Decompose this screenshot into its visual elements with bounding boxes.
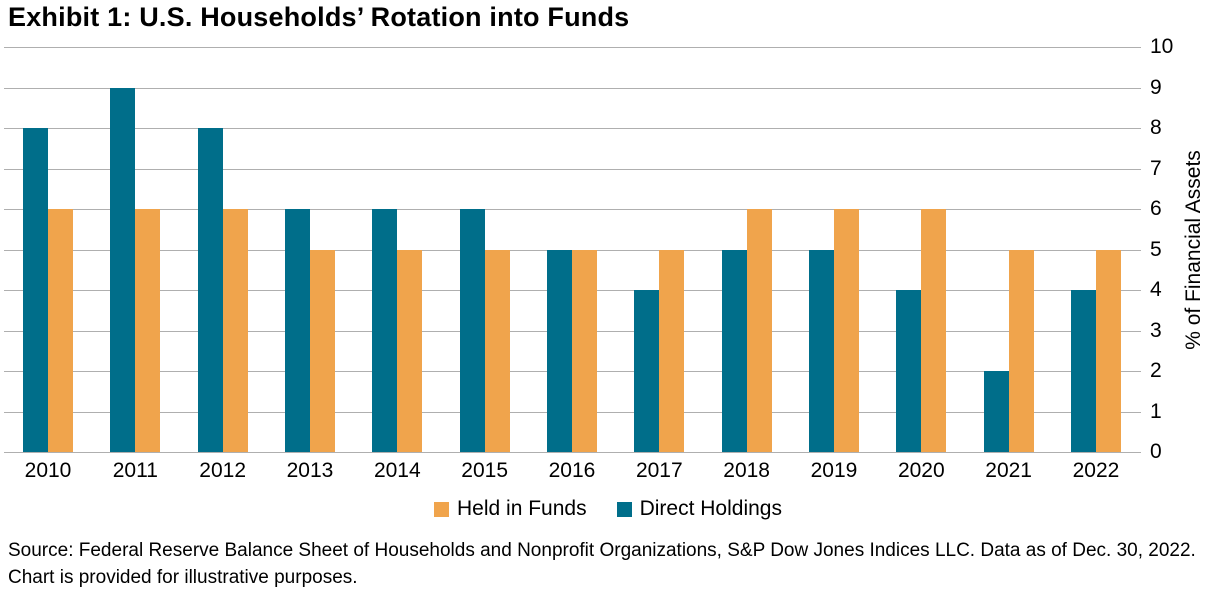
y-tick-label-5: 5 bbox=[1150, 237, 1162, 261]
y-tick-label-0: 0 bbox=[1150, 440, 1162, 463]
legend: Held in Funds Direct Holdings bbox=[0, 497, 1216, 521]
x-tick-label-2016: 2016 bbox=[548, 459, 596, 482]
y-tick-label-6: 6 bbox=[1150, 197, 1162, 220]
gridline-10 bbox=[4, 47, 1141, 48]
y-tick-label-1: 1 bbox=[1150, 399, 1162, 423]
x-tick-label-2010: 2010 bbox=[24, 459, 72, 482]
bar-direct-holdings-2022 bbox=[1070, 290, 1096, 452]
gridline-0 bbox=[4, 452, 1141, 453]
y-tick-label-10: 10 bbox=[1150, 35, 1174, 58]
x-tick-label-2012: 2012 bbox=[199, 459, 247, 482]
bar-held-in-funds-2016 bbox=[571, 249, 597, 452]
bar-held-in-funds-2014 bbox=[397, 249, 423, 452]
bar-held-in-funds-2015 bbox=[484, 249, 510, 452]
bar-held-in-funds-2022 bbox=[1095, 249, 1121, 452]
x-tick-label-2018: 2018 bbox=[723, 459, 770, 482]
x-tick-label-2020: 2020 bbox=[897, 459, 945, 482]
y-axis-title-text: % of Financial Assets bbox=[1182, 149, 1205, 350]
y-tick-label-3: 3 bbox=[1150, 318, 1162, 342]
bar-direct-holdings-2016 bbox=[546, 249, 572, 452]
x-tick-label-2017: 2017 bbox=[635, 459, 683, 482]
legend-swatch-held-in-funds bbox=[434, 501, 450, 517]
bar-direct-holdings-2014 bbox=[372, 209, 398, 452]
x-tick-label-2015: 2015 bbox=[461, 459, 508, 482]
legend-swatch-direct-holdings bbox=[616, 501, 632, 517]
bar-direct-holdings-2011 bbox=[110, 87, 136, 452]
y-tick-label-4: 4 bbox=[1150, 278, 1162, 301]
bar-held-in-funds-2017 bbox=[659, 249, 685, 452]
y-tick-label-8: 8 bbox=[1150, 116, 1162, 139]
legend-label-direct-holdings: Direct Holdings bbox=[639, 497, 782, 520]
x-tick-label-2011: 2011 bbox=[112, 459, 158, 482]
legend-label-held-in-funds: Held in Funds bbox=[457, 497, 587, 520]
x-tick-label-2022: 2022 bbox=[1072, 459, 1120, 482]
x-tick-label-2014: 2014 bbox=[373, 459, 421, 482]
x-tick-label-2019: 2019 bbox=[810, 459, 858, 482]
y-tick-label-2: 2 bbox=[1150, 359, 1162, 382]
gridline-6 bbox=[4, 209, 1141, 210]
y-axis-title: % of Financial Assets bbox=[1172, 47, 1216, 452]
bar-held-in-funds-2019 bbox=[833, 209, 859, 452]
bar-held-in-funds-2010 bbox=[48, 209, 73, 452]
bar-direct-holdings-2013 bbox=[284, 209, 310, 452]
bar-direct-holdings-2015 bbox=[459, 209, 485, 452]
bar-held-in-funds-2013 bbox=[309, 249, 335, 452]
x-tick-label-2021: 2021 bbox=[985, 459, 1032, 482]
bar-held-in-funds-2012 bbox=[222, 209, 248, 452]
bar-direct-holdings-2017 bbox=[634, 290, 660, 452]
chart-title: Exhibit 1: U.S. Households’ Rotation int… bbox=[8, 2, 630, 32]
bar-direct-holdings-2019 bbox=[808, 249, 834, 452]
y-tick-label-7: 7 bbox=[1150, 156, 1162, 180]
legend-item-direct-holdings: Direct Holdings bbox=[616, 497, 782, 521]
y-tick-label-9: 9 bbox=[1150, 75, 1162, 99]
legend-item-held-in-funds: Held in Funds bbox=[434, 497, 587, 521]
bar-direct-holdings-2018 bbox=[721, 249, 747, 452]
source-note: Source: Federal Reserve Balance Sheet of… bbox=[8, 540, 1196, 588]
bar-held-in-funds-2018 bbox=[746, 209, 772, 452]
bar-direct-holdings-2012 bbox=[197, 128, 223, 452]
bar-held-in-funds-2021 bbox=[1008, 249, 1034, 452]
x-tick-label-2013: 2013 bbox=[286, 459, 334, 482]
bar-direct-holdings-2010 bbox=[23, 128, 48, 452]
bar-direct-holdings-2020 bbox=[896, 290, 922, 452]
gridline-7 bbox=[4, 168, 1141, 170]
gridline-8 bbox=[4, 128, 1141, 129]
bar-held-in-funds-2020 bbox=[921, 209, 947, 452]
gridline-9 bbox=[4, 87, 1141, 89]
bar-direct-holdings-2021 bbox=[983, 371, 1009, 452]
bar-held-in-funds-2011 bbox=[135, 209, 161, 452]
